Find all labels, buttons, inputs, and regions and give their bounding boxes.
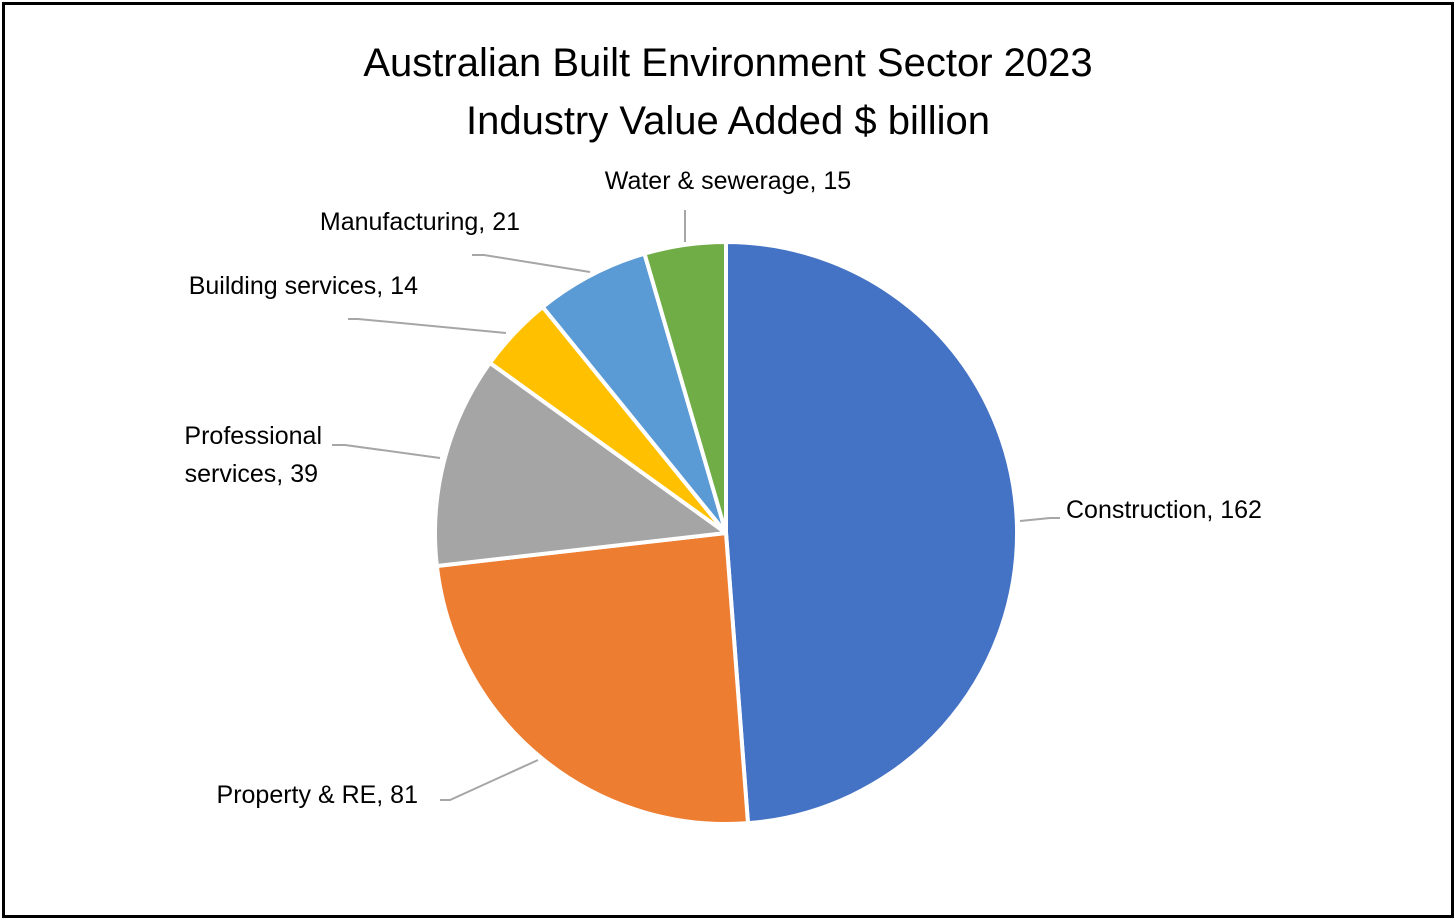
chart-subtitle: Industry Value Added $ billion [465,99,991,143]
leader-construction [1019,517,1060,522]
leader-manufacturing [472,254,591,273]
data-label-professional-line1: Professional [184,422,322,450]
leader-lines [332,210,1060,801]
data-label-property: Property & RE, 81 [217,781,418,809]
pie-slices [433,240,1020,826]
pie-slice-manufacturing [540,251,728,535]
pie-slice-construction [724,240,1020,826]
data-label-water-sewerage: Water & sewerage, 15 [605,167,851,195]
pie-slice-water-sewerage [642,240,728,535]
data-label-building-services: Building services, 14 [189,272,418,300]
pie-slice-professional-services [433,360,728,568]
data-label-manufacturing: Manufacturing, 21 [320,208,520,236]
pie-slice-property [434,531,751,826]
data-label-professional-line2: services, 39 [185,460,318,488]
data-label-construction: Construction, 162 [1066,496,1262,524]
leader-building-services [348,318,507,334]
chart-title: Australian Built Environment Sector 2023 [363,41,1093,85]
leader-professional-services [332,444,441,459]
leader-property [440,759,539,801]
